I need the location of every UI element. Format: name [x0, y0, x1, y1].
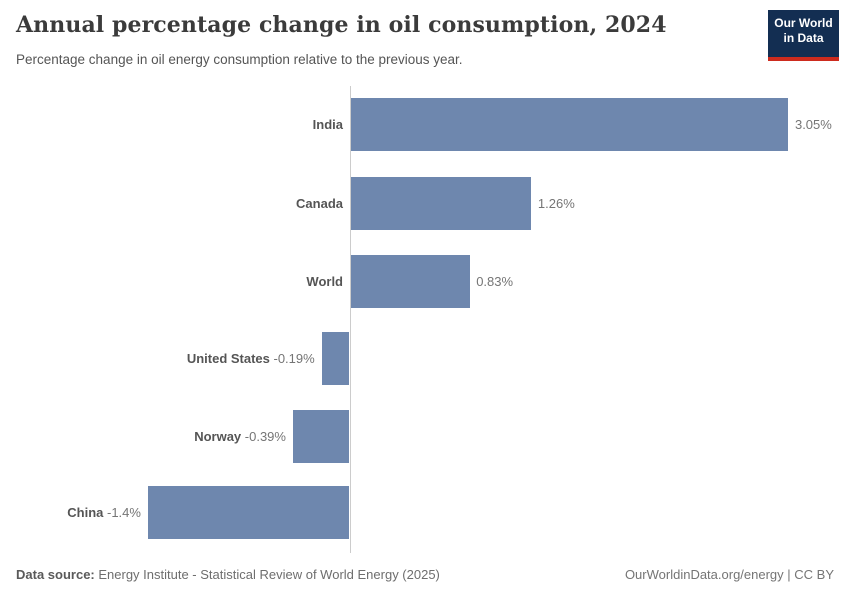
bar-value-label-united-states: -0.19% [273, 351, 315, 366]
zero-axis-line [349, 86, 351, 553]
bar-world[interactable] [350, 255, 470, 308]
bar-india[interactable] [350, 98, 789, 151]
bar-canada[interactable] [350, 177, 532, 230]
bar-value-label-world: 0.83% [476, 274, 514, 289]
bar-entity-label-china: China -1.4% [0, 486, 141, 539]
bar-entity-label-united-states: United States -0.19% [0, 332, 315, 385]
data-source-label: Data source: [16, 567, 95, 582]
owid-logo-line2: in Data [783, 31, 824, 45]
owid-logo[interactable]: Our World in Data [768, 10, 839, 61]
bar-entity-label-india: India [312, 117, 343, 132]
entity-name: China [67, 505, 107, 520]
bar-value-label-norway: -0.39% [244, 429, 286, 444]
entity-name: Norway [194, 429, 245, 444]
entity-name: United States [186, 351, 274, 366]
chart-subtitle: Percentage change in oil energy consumpt… [16, 52, 463, 67]
chart-footer: Data source: Energy Institute - Statisti… [16, 567, 834, 582]
bar-united-states[interactable] [322, 332, 350, 385]
bar-entity-label-world: World [306, 274, 343, 289]
credit-link[interactable]: OurWorldinData.org/energy | CC BY [624, 567, 834, 582]
bar-entity-label-norway: Norway -0.39% [0, 410, 286, 463]
owid-logo-line1: Our World [774, 16, 833, 30]
data-source: Data source: Energy Institute - Statisti… [16, 567, 440, 582]
bar-value-label-canada: 1.26% [537, 196, 575, 211]
bar-value-label-india: 3.05% [794, 117, 832, 132]
bar-value-label-china: -1.4% [106, 505, 141, 520]
bar-china[interactable] [148, 486, 350, 539]
bar-entity-label-canada: Canada [296, 196, 343, 211]
bar-norway[interactable] [293, 410, 350, 463]
data-source-value: Energy Institute - Statistical Review of… [94, 567, 440, 582]
chart-title: Annual percentage change in oil consumpt… [16, 12, 667, 38]
